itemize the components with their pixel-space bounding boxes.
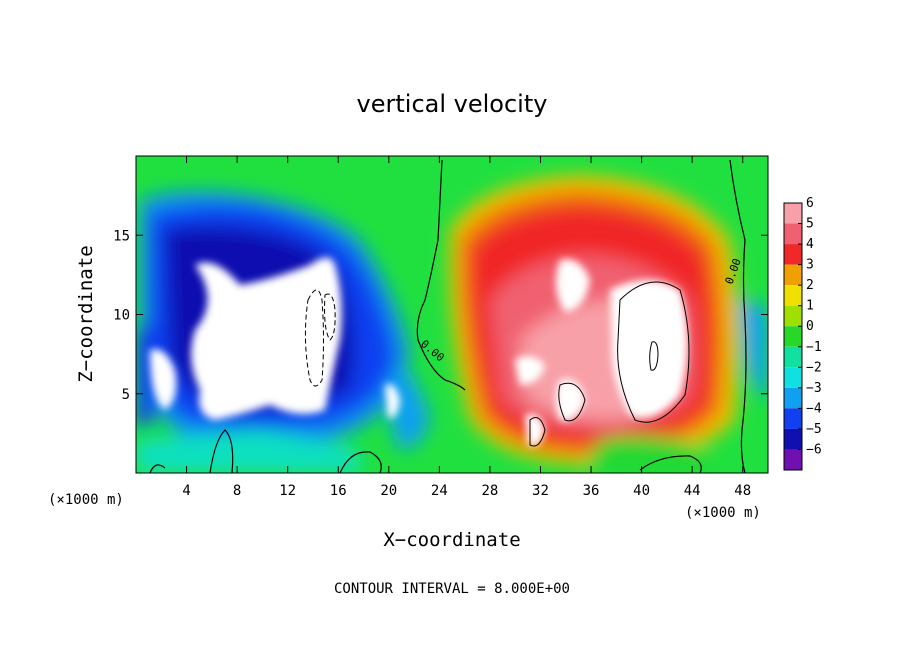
colorbar-label: −2 [806, 360, 822, 375]
colorbar-swatch [784, 449, 802, 470]
y-axis-ticks: 5 10 15 [113, 228, 768, 403]
contour-interval-note: CONTOUR INTERVAL = 8.000E+00 [334, 581, 570, 597]
y-tick-label: 10 [113, 308, 130, 324]
x-tick-label: 44 [684, 483, 701, 499]
colorbar: 6 5 4 3 2 1 0 −1 −2 −3 −4 −5 −6 [783, 196, 822, 471]
colorbar-label: −3 [806, 381, 822, 396]
x-tick-label: 20 [380, 483, 397, 499]
x-tick-label: 36 [583, 483, 600, 499]
x-axis-label: X−coordinate [383, 529, 520, 551]
x-tick-label: 8 [233, 483, 241, 499]
colorbar-swatch [784, 326, 802, 347]
colorbar-frame [783, 202, 803, 471]
colorbar-label: 0 [806, 319, 814, 334]
velocity-field [136, 156, 768, 473]
x-unit-left: (×1000 m) [48, 492, 124, 508]
x-tick-label: 40 [633, 483, 650, 499]
x-tick-label: 28 [481, 483, 498, 499]
colorbar-label: 4 [806, 237, 814, 252]
colorbar-label: 6 [806, 196, 814, 211]
colorbar-swatch [784, 264, 802, 286]
colorbar-label: 3 [806, 258, 814, 273]
x-tick-label: 48 [734, 483, 751, 499]
colorbar-label: 5 [806, 217, 814, 232]
x-axis-ticks: 4 8 12 16 20 24 28 32 36 40 44 48 [182, 156, 751, 499]
colorbar-swatch [784, 408, 802, 429]
x-unit-right: (×1000 m) [685, 505, 761, 521]
colorbar-swatch [784, 244, 802, 265]
colorbar-swatch [784, 346, 802, 368]
colorbar-label: −6 [806, 442, 822, 457]
y-tick-label: 5 [122, 387, 130, 403]
x-tick-label: 24 [431, 483, 448, 499]
x-tick-label: 4 [182, 483, 190, 499]
colorbar-label: −4 [806, 401, 822, 416]
colorbar-swatch [784, 203, 802, 224]
colorbar-swatch [784, 367, 802, 388]
colorbar-swatch [784, 387, 802, 409]
x-tick-label: 16 [330, 483, 347, 499]
x-tick-label: 32 [532, 483, 549, 499]
y-tick-label: 15 [113, 228, 130, 244]
x-tick-label: 12 [279, 483, 296, 499]
colorbar-swatch [784, 428, 802, 450]
chart-title: vertical velocity [357, 90, 548, 118]
colorbar-label: −5 [806, 422, 822, 437]
colorbar-swatch [784, 223, 802, 245]
colorbar-label: 2 [806, 278, 814, 293]
y-axis-label: Z−coordinate [75, 245, 97, 382]
colorbar-swatch [784, 285, 802, 306]
colorbar-label: 1 [806, 299, 814, 314]
colorbar-label: −1 [806, 340, 822, 355]
colorbar-swatch [784, 305, 802, 327]
